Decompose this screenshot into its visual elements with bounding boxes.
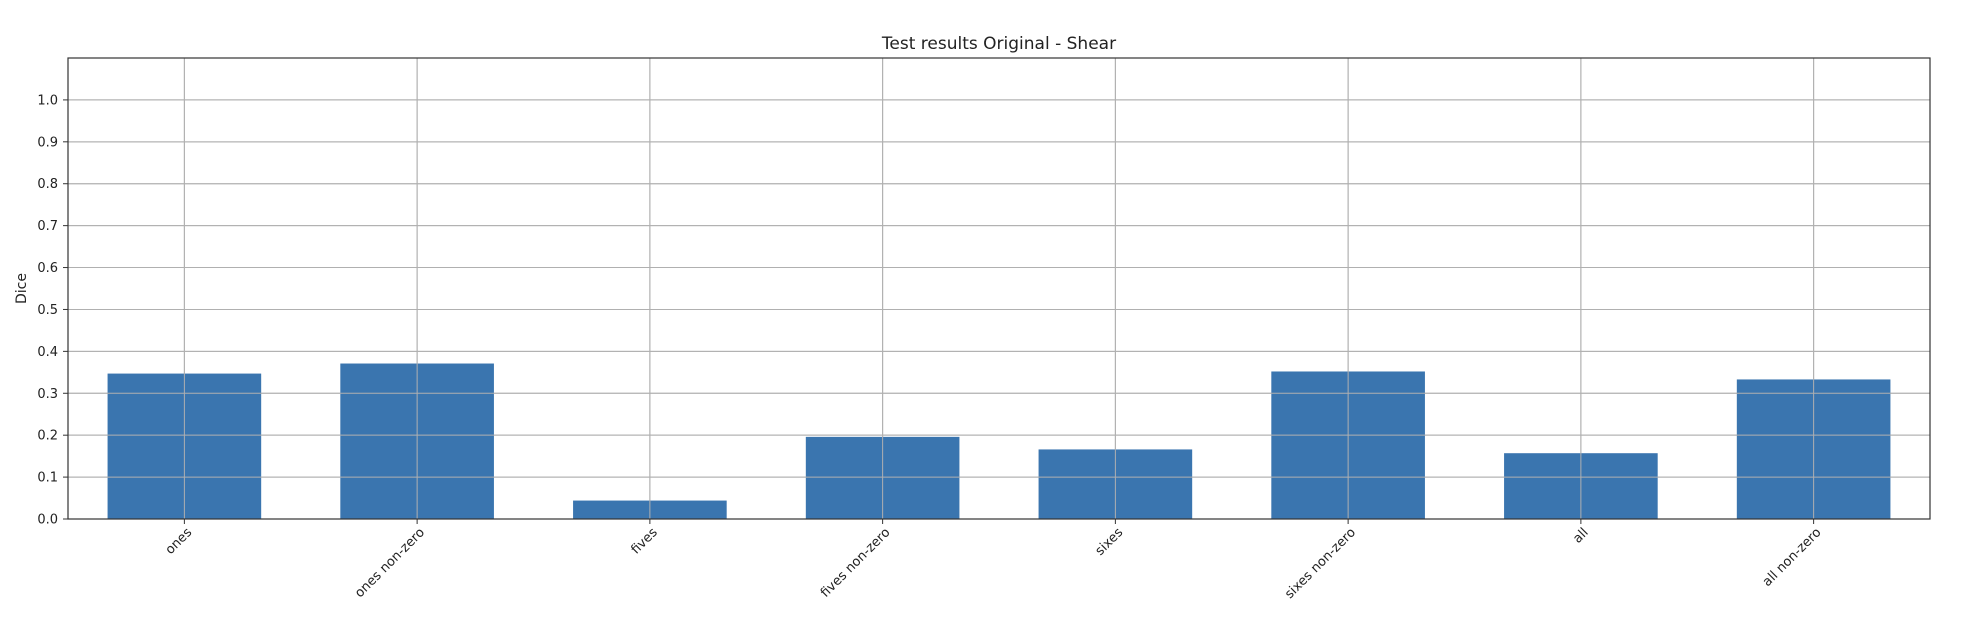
y-tick-label: 0.5 [37,303,58,318]
y-tick-label: 0.1 [37,471,58,486]
x-tick-label: all non-zero [1760,525,1825,590]
x-tick-label: fives [628,525,660,557]
y-tick-label: 1.0 [37,93,58,108]
x-tick-label: fives non-zero [818,525,894,601]
y-tick-label: 0.7 [37,219,58,234]
y-tick-label: 0.2 [37,429,58,444]
x-tick-label: all [1570,525,1591,546]
bar-layer [107,363,1891,519]
y-tick-label: 0.0 [37,513,58,528]
y-tick-label: 0.9 [37,135,58,150]
y-tick-label: 0.8 [37,177,58,192]
axis-layer: 0.0 0.1 0.2 0.3 0.4 0.5 0.6 0.7 0.8 0.9 1.0 ones one… [37,58,1930,602]
y-tick-label: 0.6 [37,261,58,276]
x-tick-label: ones non-zero [352,525,428,601]
y-tick-label: 0.3 [37,387,58,402]
x-tick-label: ones [163,525,196,558]
y-tick-label: 0.4 [37,345,58,360]
x-tick-label: sixes [1093,525,1127,559]
plot-frame [67,57,1931,520]
y-axis-label: Dice [14,273,30,304]
x-tick-label: sixes non-zero [1282,525,1359,602]
chart-title: Test results Original - Shear [881,34,1116,54]
